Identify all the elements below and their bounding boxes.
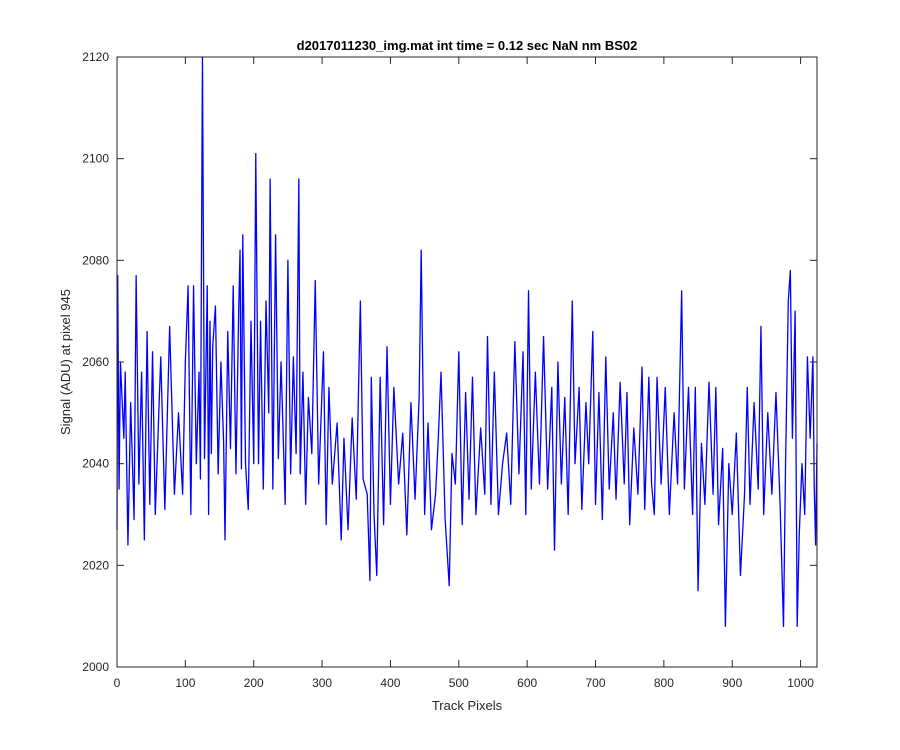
y-tick-label: 2000 — [82, 660, 109, 674]
x-axis-label: Track Pixels — [432, 698, 503, 713]
y-tick-label: 2040 — [82, 457, 109, 471]
x-tick-label: 600 — [517, 676, 537, 690]
chart-title: d2017011230_img.mat int time = 0.12 sec … — [297, 38, 638, 53]
y-axis-label: Signal (ADU) at pixel 945 — [58, 289, 73, 435]
x-tick-label: 300 — [312, 676, 332, 690]
y-tick-label: 2120 — [82, 50, 109, 64]
series-line-0 — [116, 56, 818, 627]
x-tick-label: 700 — [586, 676, 606, 690]
series-layer — [116, 56, 818, 627]
x-tick-label: 1000 — [787, 676, 814, 690]
tick-layer: 0 100 200 300 400 500 600 700 800 900 1000 2000 2020… — [82, 50, 817, 690]
x-tick-label: 900 — [722, 676, 742, 690]
y-tick-label: 2060 — [82, 355, 109, 369]
x-tick-label: 0 — [114, 676, 121, 690]
x-tick-label: 200 — [244, 676, 264, 690]
y-tick-label: 2020 — [82, 558, 109, 572]
x-tick-label: 100 — [175, 676, 195, 690]
x-tick-label: 400 — [380, 676, 400, 690]
y-tick-label: 2100 — [82, 152, 109, 166]
x-tick-label: 500 — [449, 676, 469, 690]
plot-area — [117, 57, 817, 667]
y-tick-label: 2080 — [82, 253, 109, 267]
x-tick-label: 800 — [654, 676, 674, 690]
